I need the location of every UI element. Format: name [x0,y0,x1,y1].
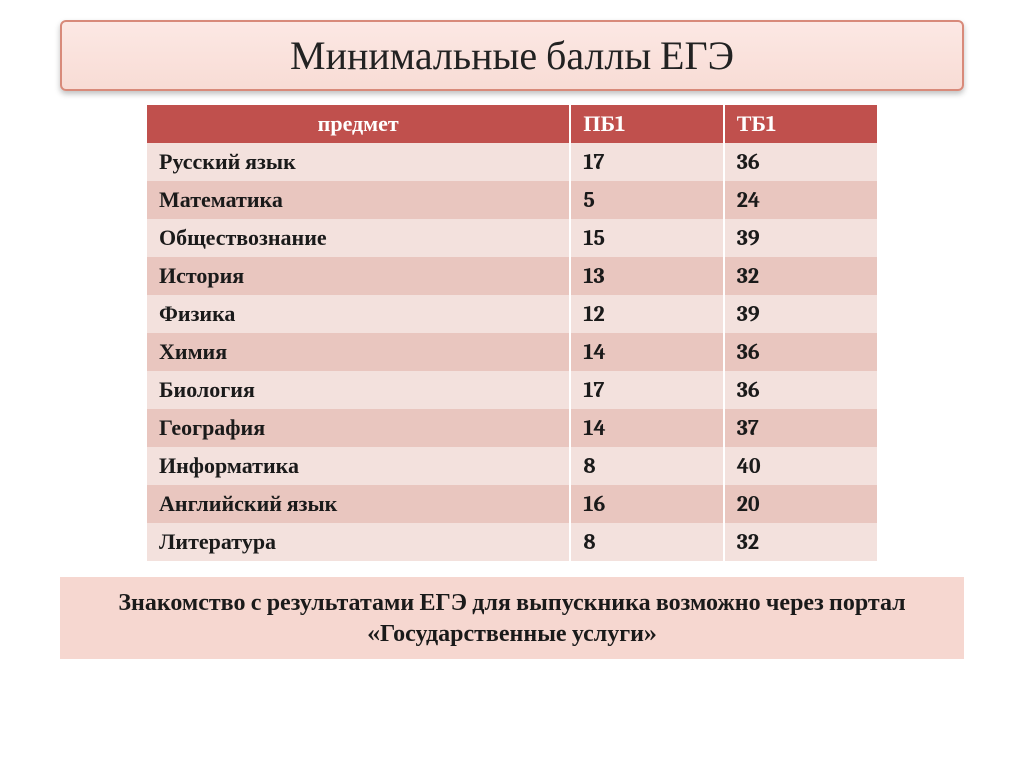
cell-tb1: 39 [724,295,877,333]
cell-pb1: 17 [570,371,723,409]
cell-tb1: 20 [724,485,877,523]
page-title: Минимальные баллы ЕГЭ [290,33,734,79]
cell-subject: Биология [147,371,570,409]
col-header-pb1: ПБ1 [570,105,723,143]
footer-text: Знакомство с результатами ЕГЭ для выпуск… [118,588,905,647]
table-row: Информатика840 [147,447,877,485]
cell-tb1: 40 [724,447,877,485]
cell-pb1: 14 [570,409,723,447]
table-row: История1332 [147,257,877,295]
cell-pb1: 17 [570,143,723,181]
cell-pb1: 16 [570,485,723,523]
cell-pb1: 5 [570,181,723,219]
table-row: Литература832 [147,523,877,561]
cell-tb1: 36 [724,143,877,181]
cell-pb1: 8 [570,523,723,561]
col-header-subject: предмет [147,105,570,143]
table-header: предмет ПБ1 ТБ1 [147,105,877,143]
col-header-tb1: ТБ1 [724,105,877,143]
cell-subject: Информатика [147,447,570,485]
cell-pb1: 12 [570,295,723,333]
cell-pb1: 13 [570,257,723,295]
cell-pb1: 14 [570,333,723,371]
table-row: Математика524 [147,181,877,219]
cell-tb1: 32 [724,523,877,561]
cell-tb1: 24 [724,181,877,219]
cell-tb1: 37 [724,409,877,447]
cell-subject: Русский язык [147,143,570,181]
table-row: Английский язык1620 [147,485,877,523]
table-row: Русский язык1736 [147,143,877,181]
scores-table: предмет ПБ1 ТБ1 Русский язык1736 Математ… [147,105,877,561]
cell-pb1: 8 [570,447,723,485]
cell-tb1: 36 [724,371,877,409]
cell-tb1: 32 [724,257,877,295]
table-row: Биология1736 [147,371,877,409]
table-row: Химия1436 [147,333,877,371]
cell-tb1: 39 [724,219,877,257]
cell-subject: История [147,257,570,295]
table-row: Обществознание1539 [147,219,877,257]
cell-subject: География [147,409,570,447]
cell-subject: Обществознание [147,219,570,257]
cell-subject: Математика [147,181,570,219]
table-row: География1437 [147,409,877,447]
footer-box: Знакомство с результатами ЕГЭ для выпуск… [60,577,964,659]
cell-pb1: 15 [570,219,723,257]
cell-subject: Химия [147,333,570,371]
table-body: Русский язык1736 Математика524 Обществоз… [147,143,877,561]
page-title-bar: Минимальные баллы ЕГЭ [60,20,964,91]
cell-subject: Литература [147,523,570,561]
cell-tb1: 36 [724,333,877,371]
table-row: Физика1239 [147,295,877,333]
cell-subject: Английский язык [147,485,570,523]
cell-subject: Физика [147,295,570,333]
scores-table-wrap: предмет ПБ1 ТБ1 Русский язык1736 Математ… [147,105,877,561]
